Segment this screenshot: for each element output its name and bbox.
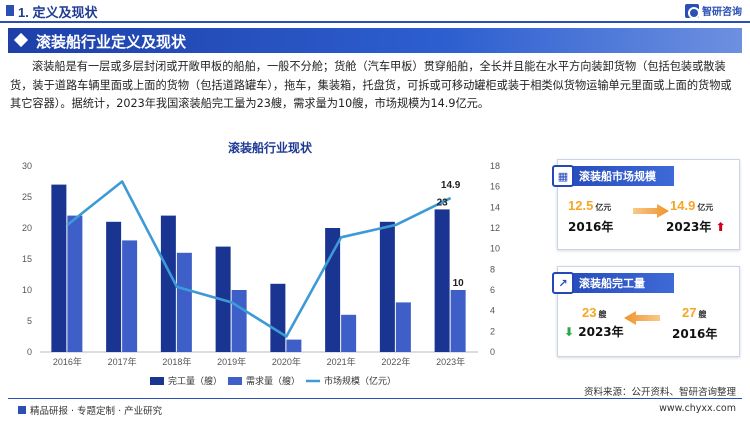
completion-left-unit: 艘 bbox=[598, 310, 607, 319]
market-to-year: 2023年 bbox=[666, 220, 712, 234]
banner-title: 滚装船行业定义及现状 bbox=[36, 34, 187, 51]
footer-marker bbox=[18, 406, 26, 414]
y-right-tick-label: 12 bbox=[490, 223, 500, 233]
completion-card-header: ↗ 滚装船完工量 bbox=[552, 272, 674, 294]
completion-card-title: 滚装船完工量 bbox=[579, 277, 645, 290]
x-tick-label: 2020年 bbox=[272, 356, 301, 367]
bar-demand bbox=[122, 240, 138, 352]
legend-label: 市场规模（亿元） bbox=[324, 375, 396, 387]
left-arrow-icon bbox=[624, 311, 660, 325]
bar-demand bbox=[67, 215, 83, 352]
market-from-value: 12.5 bbox=[568, 198, 594, 213]
legend-label: 需求量（艘） bbox=[246, 375, 300, 387]
y-left-tick-label: 25 bbox=[22, 192, 32, 202]
brand-logo-icon bbox=[685, 3, 700, 19]
bar-demand bbox=[176, 252, 192, 352]
bar-demand bbox=[231, 290, 247, 352]
y-right-tick-label: 0 bbox=[490, 347, 495, 357]
market-to-value-wrap: 14.9 亿元 bbox=[670, 198, 713, 213]
footer-divider bbox=[8, 398, 742, 399]
section-banner: 滚装船行业定义及现状 bbox=[8, 28, 742, 53]
bar-completion bbox=[106, 221, 122, 352]
data-label: 14.9 bbox=[441, 180, 461, 191]
completion-left-value: 23 bbox=[582, 305, 597, 320]
legend-swatch bbox=[150, 377, 164, 385]
brand-name: 智研咨询 bbox=[702, 7, 742, 18]
market-to-year-wrap: 2023年 ⬆ bbox=[666, 218, 726, 235]
completion-right-year: 2016年 bbox=[672, 327, 718, 341]
data-label: 10 bbox=[453, 278, 465, 289]
y-left-tick-label: 0 bbox=[27, 347, 32, 357]
completion-card: ↗ 滚装船完工量 23 艘 ⬇ 2023年 27 艘 2016年 bbox=[552, 266, 740, 357]
completion-left-year: 2023年 bbox=[578, 325, 624, 339]
market-from-unit: 亿元 bbox=[595, 203, 612, 212]
bar-completion bbox=[270, 283, 286, 352]
bar-completion bbox=[379, 221, 395, 352]
bar-chart-icon: ▦ bbox=[552, 165, 574, 187]
market-size-line bbox=[66, 180, 452, 338]
bar-demand bbox=[395, 302, 411, 352]
growth-chart-icon: ↗ bbox=[552, 272, 574, 294]
footer-tagline: 精品研报 · 专题定制 · 产业研究 bbox=[30, 406, 163, 417]
x-tick-label: 2017年 bbox=[108, 356, 137, 367]
y-left-tick-label: 10 bbox=[22, 285, 32, 295]
y-left-tick-label: 5 bbox=[27, 316, 32, 326]
market-size-card-header: ▦ 滚装船市场规模 bbox=[552, 165, 674, 187]
top-header: 1. 定义及现状 智研咨询 bbox=[0, 0, 750, 23]
header-divider bbox=[0, 21, 750, 23]
completion-right-value: 27 bbox=[682, 305, 697, 320]
y-right-tick-label: 18 bbox=[490, 161, 500, 171]
market-size-card: ▦ 滚装船市场规模 12.5 亿元 2016年 14.9 亿元 2023年 ⬆ bbox=[552, 159, 740, 250]
legend-label: 完工量（艘） bbox=[168, 375, 222, 387]
market-to-value: 14.9 bbox=[670, 198, 696, 213]
bar-completion bbox=[325, 228, 341, 352]
diamond-icon bbox=[13, 32, 29, 48]
completion-left-year-wrap: ⬇ 2023年 bbox=[564, 323, 624, 340]
completion-left-value-wrap: 23 艘 bbox=[582, 305, 606, 320]
x-tick-label: 2019年 bbox=[217, 356, 246, 367]
trend-up-icon: ⬆ bbox=[715, 220, 726, 234]
completion-right-unit: 艘 bbox=[698, 310, 707, 319]
bar-demand bbox=[286, 339, 302, 352]
x-tick-label: 2021年 bbox=[327, 356, 356, 367]
y-left-tick-label: 20 bbox=[22, 223, 32, 233]
x-tick-label: 2018年 bbox=[162, 356, 191, 367]
y-left-tick-label: 15 bbox=[22, 254, 32, 264]
y-right-tick-label: 14 bbox=[490, 202, 500, 212]
y-left-tick-label: 30 bbox=[22, 161, 32, 171]
source-note: 资料来源：公开资料、智研咨询整理 bbox=[583, 387, 736, 398]
intro-paragraph: 滚装船是有一层或多层封闭或开敞甲板的船舶，一般不分舱；货舱（汽车甲板）贯穿船舶，… bbox=[10, 60, 732, 110]
y-right-tick-label: 6 bbox=[490, 285, 495, 295]
brand-logo: 智研咨询 bbox=[685, 3, 742, 19]
footer-website: www.chyxx.com bbox=[659, 403, 736, 414]
data-label: 23 bbox=[437, 197, 449, 208]
x-tick-label: 2016年 bbox=[53, 356, 82, 367]
bar-completion bbox=[51, 184, 67, 352]
section-marker bbox=[6, 5, 14, 16]
completion-right-value-wrap: 27 艘 bbox=[682, 305, 706, 320]
combo-chart: 0 5 10 15 20 25 30 0 2 4 6 8 10 12 14 16 18 2016年 2017年 201… bbox=[22, 161, 500, 387]
market-from-value-wrap: 12.5 亿元 bbox=[568, 198, 611, 213]
bar-completion bbox=[160, 215, 176, 352]
y-right-tick-label: 2 bbox=[490, 326, 495, 336]
chart-title: 滚装船行业现状 bbox=[227, 141, 312, 155]
y-right-tick-label: 16 bbox=[490, 182, 500, 192]
right-arrow-icon bbox=[633, 204, 669, 218]
y-right-tick-label: 8 bbox=[490, 264, 495, 274]
legend-swatch bbox=[228, 377, 242, 385]
market-from-year: 2016年 bbox=[568, 220, 614, 234]
bar-demand bbox=[341, 314, 357, 352]
market-size-card-title: 滚装船市场规模 bbox=[579, 170, 656, 183]
footer: 精品研报 · 专题定制 · 产业研究 www.chyxx.com bbox=[0, 398, 750, 421]
x-tick-label: 2023年 bbox=[436, 356, 465, 367]
section-label: 1. 定义及现状 bbox=[18, 5, 98, 20]
x-tick-label: 2022年 bbox=[381, 356, 410, 367]
y-right-tick-label: 4 bbox=[490, 306, 495, 316]
y-right-tick-label: 10 bbox=[490, 244, 500, 254]
trend-down-icon: ⬇ bbox=[564, 325, 575, 339]
bar-demand bbox=[450, 290, 466, 352]
market-to-unit: 亿元 bbox=[697, 203, 714, 212]
bar-completion bbox=[434, 209, 450, 352]
